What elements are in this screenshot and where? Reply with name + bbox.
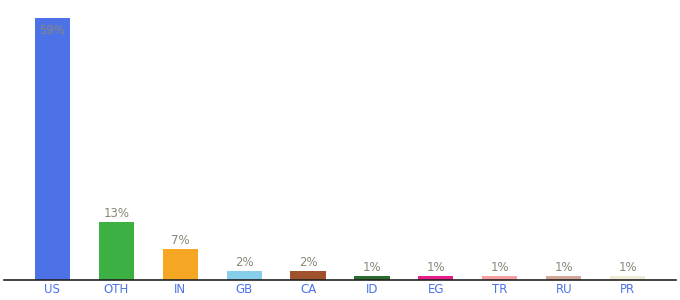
Text: 7%: 7% — [171, 234, 190, 247]
Text: 1%: 1% — [426, 261, 445, 274]
Bar — [354, 276, 390, 280]
Bar — [546, 276, 581, 280]
Bar — [482, 276, 517, 280]
Text: 2%: 2% — [235, 256, 254, 269]
Text: 1%: 1% — [554, 261, 573, 274]
Text: 59%: 59% — [39, 24, 65, 37]
Bar — [226, 271, 262, 280]
Text: 1%: 1% — [490, 261, 509, 274]
Bar — [35, 17, 70, 280]
Text: 1%: 1% — [618, 261, 637, 274]
Bar — [610, 276, 645, 280]
Bar — [418, 276, 454, 280]
Bar — [99, 222, 134, 280]
Bar — [163, 249, 198, 280]
Text: 2%: 2% — [299, 256, 318, 269]
Text: 13%: 13% — [103, 207, 129, 220]
Text: 1%: 1% — [362, 261, 381, 274]
Bar — [290, 271, 326, 280]
